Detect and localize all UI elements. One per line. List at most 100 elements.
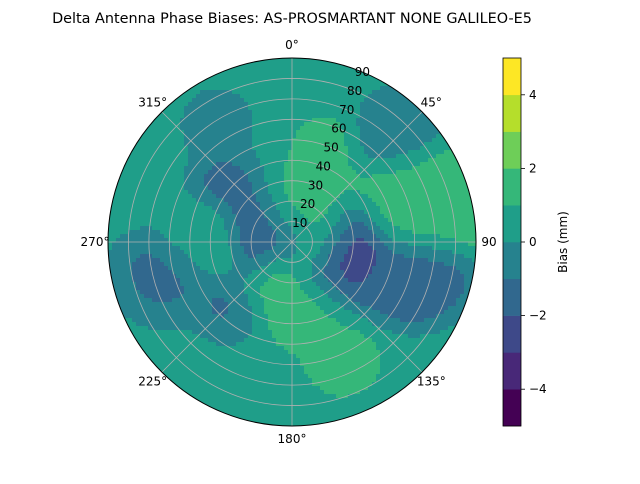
contour-cell [252, 118, 313, 123]
contour-cell [108, 286, 137, 291]
contour-cell [376, 262, 445, 267]
contour-cell [376, 346, 449, 351]
contour-cell [264, 214, 281, 219]
contour-cell [212, 166, 241, 171]
contour-cell [164, 102, 189, 107]
contour-cell [328, 278, 349, 283]
contour-cell [436, 154, 461, 159]
contour-cell [272, 246, 297, 251]
contour-cell [364, 150, 409, 155]
contour-cell [184, 114, 253, 119]
contour-cell [172, 298, 213, 303]
contour-cell [120, 162, 189, 167]
contour-cell [180, 122, 253, 127]
contour-cell [324, 290, 341, 295]
contour-cell [252, 306, 265, 311]
contour-cell [400, 318, 425, 323]
contour-cell [384, 242, 409, 247]
contour-cell [432, 246, 476, 251]
contour-cell [444, 150, 457, 155]
contour-cell [312, 118, 337, 123]
contour-cell [236, 214, 265, 219]
contour-cell [372, 90, 405, 95]
contour-cell [440, 330, 457, 335]
contour-cell [384, 214, 476, 219]
contour-cell [380, 354, 441, 359]
contour-cell [184, 182, 205, 187]
contour-cell [180, 90, 201, 95]
contour-cell [340, 262, 377, 267]
contour-cell [184, 134, 253, 139]
colorbar-segment [503, 315, 521, 353]
contour-cell [112, 294, 145, 299]
contour-cell [180, 126, 253, 131]
contour-cell [372, 382, 417, 387]
contour-cell [256, 154, 289, 159]
contour-cell [372, 218, 389, 223]
contour-cell [340, 214, 369, 219]
contour-cell [360, 102, 421, 107]
contour-cell [200, 334, 249, 339]
contour-cell [312, 298, 333, 303]
contour-cell [372, 266, 457, 271]
radial-tick-label: 90 [355, 65, 370, 79]
contour-cell [376, 202, 476, 207]
contour-cell [340, 302, 361, 307]
contour-cell [444, 262, 476, 267]
contour-cell [464, 282, 476, 287]
radial-tick-label: 50 [323, 141, 338, 155]
contour-cell [116, 178, 185, 183]
colorbar-tick-label: 0 [529, 235, 537, 249]
contour-cell [108, 226, 141, 231]
contour-cell [340, 122, 357, 127]
contour-cell [172, 94, 197, 99]
contour-cell [248, 274, 273, 279]
contour-cell [296, 354, 381, 359]
contour-cell [304, 366, 381, 371]
radial-tick-label: 80 [347, 84, 362, 98]
contour-cell [108, 274, 133, 279]
contour-cell [368, 386, 413, 391]
radial-tick-label: 40 [316, 159, 331, 173]
contour-cell [260, 162, 285, 167]
contour-cell [400, 226, 476, 231]
contour-cell [284, 190, 345, 195]
contour-cell [160, 106, 185, 111]
contour-cell [184, 110, 253, 115]
contour-cell [108, 230, 129, 235]
contour-cell [212, 310, 229, 315]
contour-cell [456, 298, 473, 303]
contour-cell [136, 342, 217, 347]
contour-cell [444, 310, 469, 315]
contour-cell [304, 214, 325, 219]
contour-cell [296, 278, 313, 283]
contour-cell [268, 322, 341, 327]
contour-cell [204, 178, 249, 183]
contour-cell [360, 174, 373, 179]
contour-cell [136, 138, 185, 143]
contour-cell [396, 170, 469, 175]
contour-cell [132, 262, 165, 267]
contour-cell [336, 394, 349, 399]
polar-frame [107, 57, 477, 427]
contour-cell [412, 230, 476, 235]
contour-cell [288, 150, 349, 155]
contour-cell [232, 258, 277, 263]
contour-cell [264, 310, 325, 315]
contour-cell [148, 362, 301, 367]
contour-cell [348, 326, 381, 331]
contour-cell [284, 170, 357, 175]
contour-cell [152, 298, 173, 303]
contour-cell [476, 262, 480, 267]
contour-cell [296, 238, 325, 243]
contour-cell [320, 250, 333, 255]
contour-cell [244, 170, 265, 175]
contour-cell [344, 134, 361, 139]
contour-cell [276, 206, 297, 211]
contour-cell [116, 306, 213, 311]
contour-cell [340, 322, 373, 327]
colorbar-tick-label: −2 [529, 309, 547, 323]
azimuth-tick-label: 135° [417, 374, 446, 388]
contour-cell [464, 290, 473, 295]
contour-cell [240, 234, 277, 239]
